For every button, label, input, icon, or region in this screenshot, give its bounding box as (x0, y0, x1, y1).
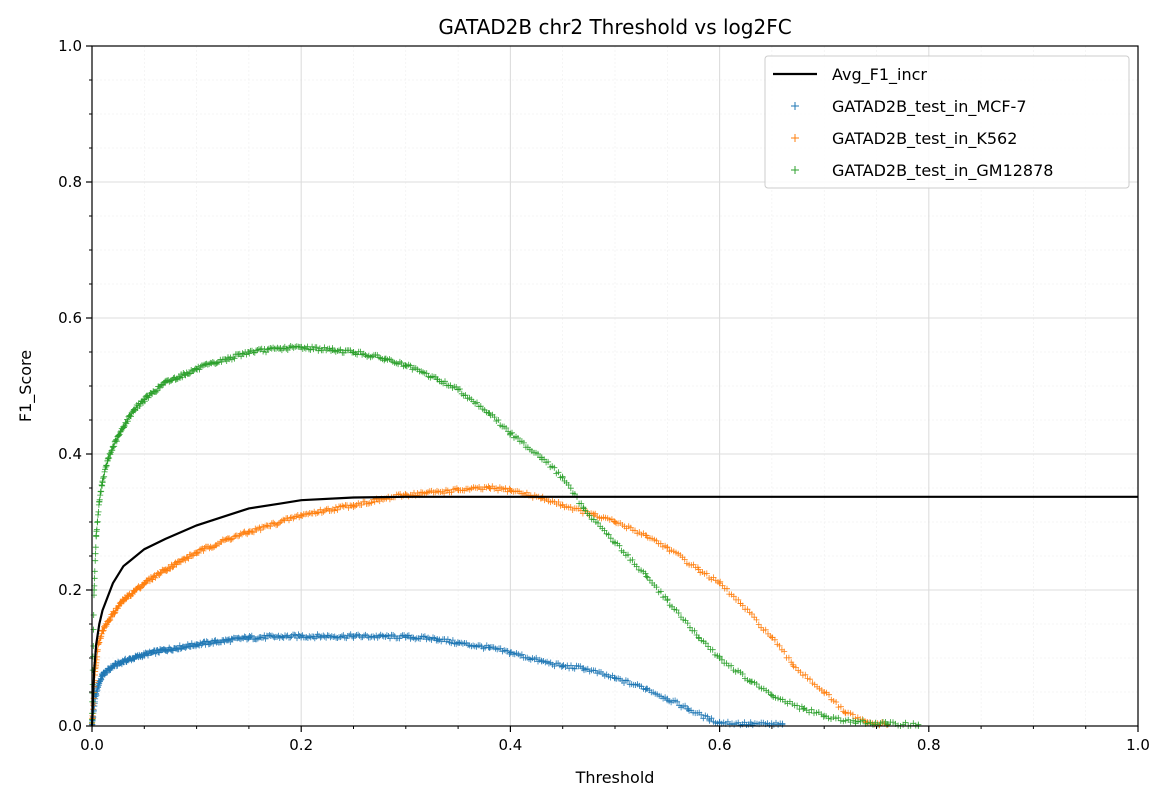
y-tick-label: 0.2 (58, 581, 82, 599)
y-tick-label: 0.4 (58, 445, 82, 463)
data-point (768, 692, 775, 699)
ticks (86, 45, 1139, 732)
y-axis-label: F1_Score (16, 350, 36, 422)
data-point (612, 519, 618, 525)
legend-box (764, 55, 1130, 189)
legend-label: Avg_F1_incr (832, 65, 927, 85)
legend-label: GATAD2B_test_in_GM12878 (832, 161, 1053, 181)
y-tick-label: 0.6 (58, 309, 82, 327)
legend: Avg_F1_incr GATAD2B_test_in_MCF-7 GATAD2B_… (764, 55, 1130, 189)
legend-marker-swatch (791, 166, 799, 174)
data-point (643, 573, 650, 580)
data-point (559, 663, 566, 670)
x-tick-label: 0.6 (708, 736, 732, 754)
x-tick-label: 0.8 (917, 736, 941, 754)
plot-data (89, 343, 1138, 729)
y-tick-label: 1.0 (58, 37, 82, 55)
x-axis-label: Threshold (575, 768, 655, 787)
x-tick-label: 0.0 (80, 736, 104, 754)
legend-marker-swatch (791, 134, 799, 142)
y-tick-label: 0.8 (58, 173, 82, 191)
chart-title: GATAD2B chr2 Threshold vs log2FC (438, 15, 791, 39)
legend-label: GATAD2B_test_in_K562 (832, 129, 1017, 149)
x-tick-label: 0.2 (289, 736, 313, 754)
tick-labels: 0.0 0.2 0.4 0.6 0.8 1.0 0.0 0.2 0.4 0.6 0.8 1.0 (58, 37, 1150, 754)
y-tick-label: 0.0 (58, 717, 82, 735)
series-GATAD2B_test_in_GM12878 (89, 343, 922, 729)
x-tick-label: 0.4 (498, 736, 522, 754)
legend-marker-swatch (791, 102, 799, 110)
series-Avg_F1_incr (90, 495, 1138, 727)
x-tick-label: 1.0 (1126, 736, 1150, 754)
legend-label: GATAD2B_test_in_MCF-7 (832, 97, 1027, 117)
